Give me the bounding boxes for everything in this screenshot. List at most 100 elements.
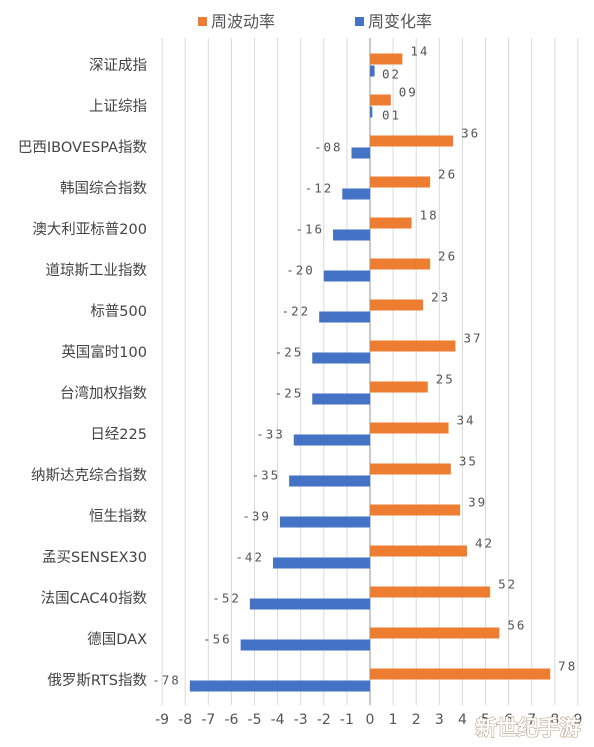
category-label: 恒生指数 [89,508,147,525]
category-label: 标普500 [90,303,147,320]
category-label: 英国富时100 [61,343,147,361]
bar-weekly-volatility [370,299,424,311]
category-label: 俄罗斯RTS指数 [47,672,147,689]
data-label-weekly-volatility: 26 [438,167,457,182]
bar-weekly-volatility [370,381,428,393]
bar-weekly-change [293,434,370,446]
bar-weekly-change [333,229,370,241]
data-label-weekly-volatility: 56 [507,618,526,633]
x-tick-label: 6 [504,712,513,728]
x-tick-label: 1 [389,712,398,728]
category-label: 道琼斯工业指数 [46,262,148,279]
category-label: 孟买SENSEX30 [42,549,147,566]
category-label: 韩国综合指数 [60,180,147,197]
x-tick-label: -9 [155,712,169,728]
category-label: 澳大利亚标普200 [32,221,147,238]
data-label-weekly-volatility: 09 [399,85,418,100]
bar-weekly-change [279,516,370,528]
category-label: 台湾加权指数 [60,385,147,402]
data-label-weekly-change: -16 [295,222,324,237]
data-label-weekly-volatility: 39 [468,495,487,510]
data-label-weekly-change: -22 [282,304,311,319]
bar-weekly-change [272,557,370,569]
bar-weekly-change [240,639,370,651]
category-label: 深证成指 [89,57,147,74]
x-tick-label: 8 [550,712,559,728]
bar-weekly-volatility [370,545,468,557]
x-tick-label: -2 [317,712,331,728]
x-tick-label: 9 [573,712,582,728]
data-label-weekly-volatility: 23 [431,290,450,305]
x-tick-label: 0 [366,712,375,728]
data-label-weekly-change: -42 [235,550,264,565]
bar-weekly-volatility [370,627,500,639]
legend-swatch [198,17,207,26]
data-label-weekly-change: -35 [252,468,281,483]
x-tick-label: -8 [178,712,192,728]
bar-weekly-volatility [370,504,461,516]
data-label-weekly-change: -08 [314,140,343,155]
bar-weekly-volatility [370,53,403,65]
data-label-weekly-volatility: 37 [463,331,482,346]
data-label-weekly-volatility: 18 [420,208,439,223]
watermark-text: 新世纪手游 [476,716,581,740]
data-label-weekly-volatility: 52 [498,577,517,592]
x-tick-label: 3 [435,712,444,728]
category-label: 日经225 [90,426,147,443]
data-label-weekly-volatility: 14 [410,44,429,59]
bar-weekly-change [312,393,370,405]
bar-weekly-volatility [370,586,491,598]
x-tick-label: -6 [224,712,238,728]
x-tick-label: 2 [412,712,421,728]
bar-weekly-change [370,106,373,118]
bar-weekly-change [351,147,370,159]
bar-weekly-change [249,598,370,610]
data-label-weekly-change: 02 [382,67,401,82]
legend-label: 周变化率 [368,12,432,31]
x-tick-label: -3 [294,712,308,728]
bar-weekly-volatility [370,217,412,229]
data-label-weekly-volatility: 25 [436,372,455,387]
bar-weekly-volatility [370,463,451,475]
bar-weekly-volatility [370,422,449,434]
x-tick-label: 5 [481,712,490,728]
category-label: 上证综指 [89,98,147,115]
bar-weekly-change [289,475,370,487]
x-tick-label: -5 [248,712,262,728]
data-label-weekly-volatility: 42 [475,536,494,551]
bar-weekly-change [189,680,370,692]
bar-weekly-change [323,270,370,282]
x-tick-label: 4 [458,712,467,728]
x-tick-label: -1 [340,712,354,728]
bar-weekly-volatility [370,258,431,270]
labels: -9 -8 -7 -6 -5 -4 -3 -2 -1 0 1 2 3 4 5 6 7 8 9深证成指1402上证综指… [18,44,583,729]
bar-weekly-volatility [370,176,431,188]
data-label-weekly-change: -25 [275,386,304,401]
data-label-weekly-volatility: 35 [459,454,478,469]
data-label-weekly-change: -52 [212,591,241,606]
bar-weekly-volatility [370,340,456,352]
legend-label: 周波动率 [211,12,275,31]
data-label-weekly-volatility: 36 [461,126,480,141]
category-label: 纳斯达克综合指数 [31,467,147,484]
bar-weekly-change [319,311,370,323]
bar-weekly-volatility [370,668,551,680]
bar-weekly-volatility [370,135,454,147]
category-label: 德国DAX [87,631,147,648]
bars [189,53,551,692]
data-label-weekly-change: -56 [203,632,232,647]
data-label-weekly-change: -20 [286,263,315,278]
legend: 周波动率 周变化率 [198,12,432,31]
category-label: 巴西IBOVESPA指数 [18,139,148,156]
category-label: 法国CAC40指数 [41,590,148,607]
data-label-weekly-change: -33 [256,427,285,442]
data-label-weekly-volatility: 78 [558,659,577,674]
bar-weekly-volatility [370,94,391,106]
legend-swatch [355,17,364,26]
data-label-weekly-change: 01 [382,108,401,123]
data-label-weekly-change: -78 [152,673,181,688]
data-label-weekly-change: -39 [242,509,271,524]
x-tick-label: -7 [201,712,215,728]
bar-weekly-change [342,188,370,200]
